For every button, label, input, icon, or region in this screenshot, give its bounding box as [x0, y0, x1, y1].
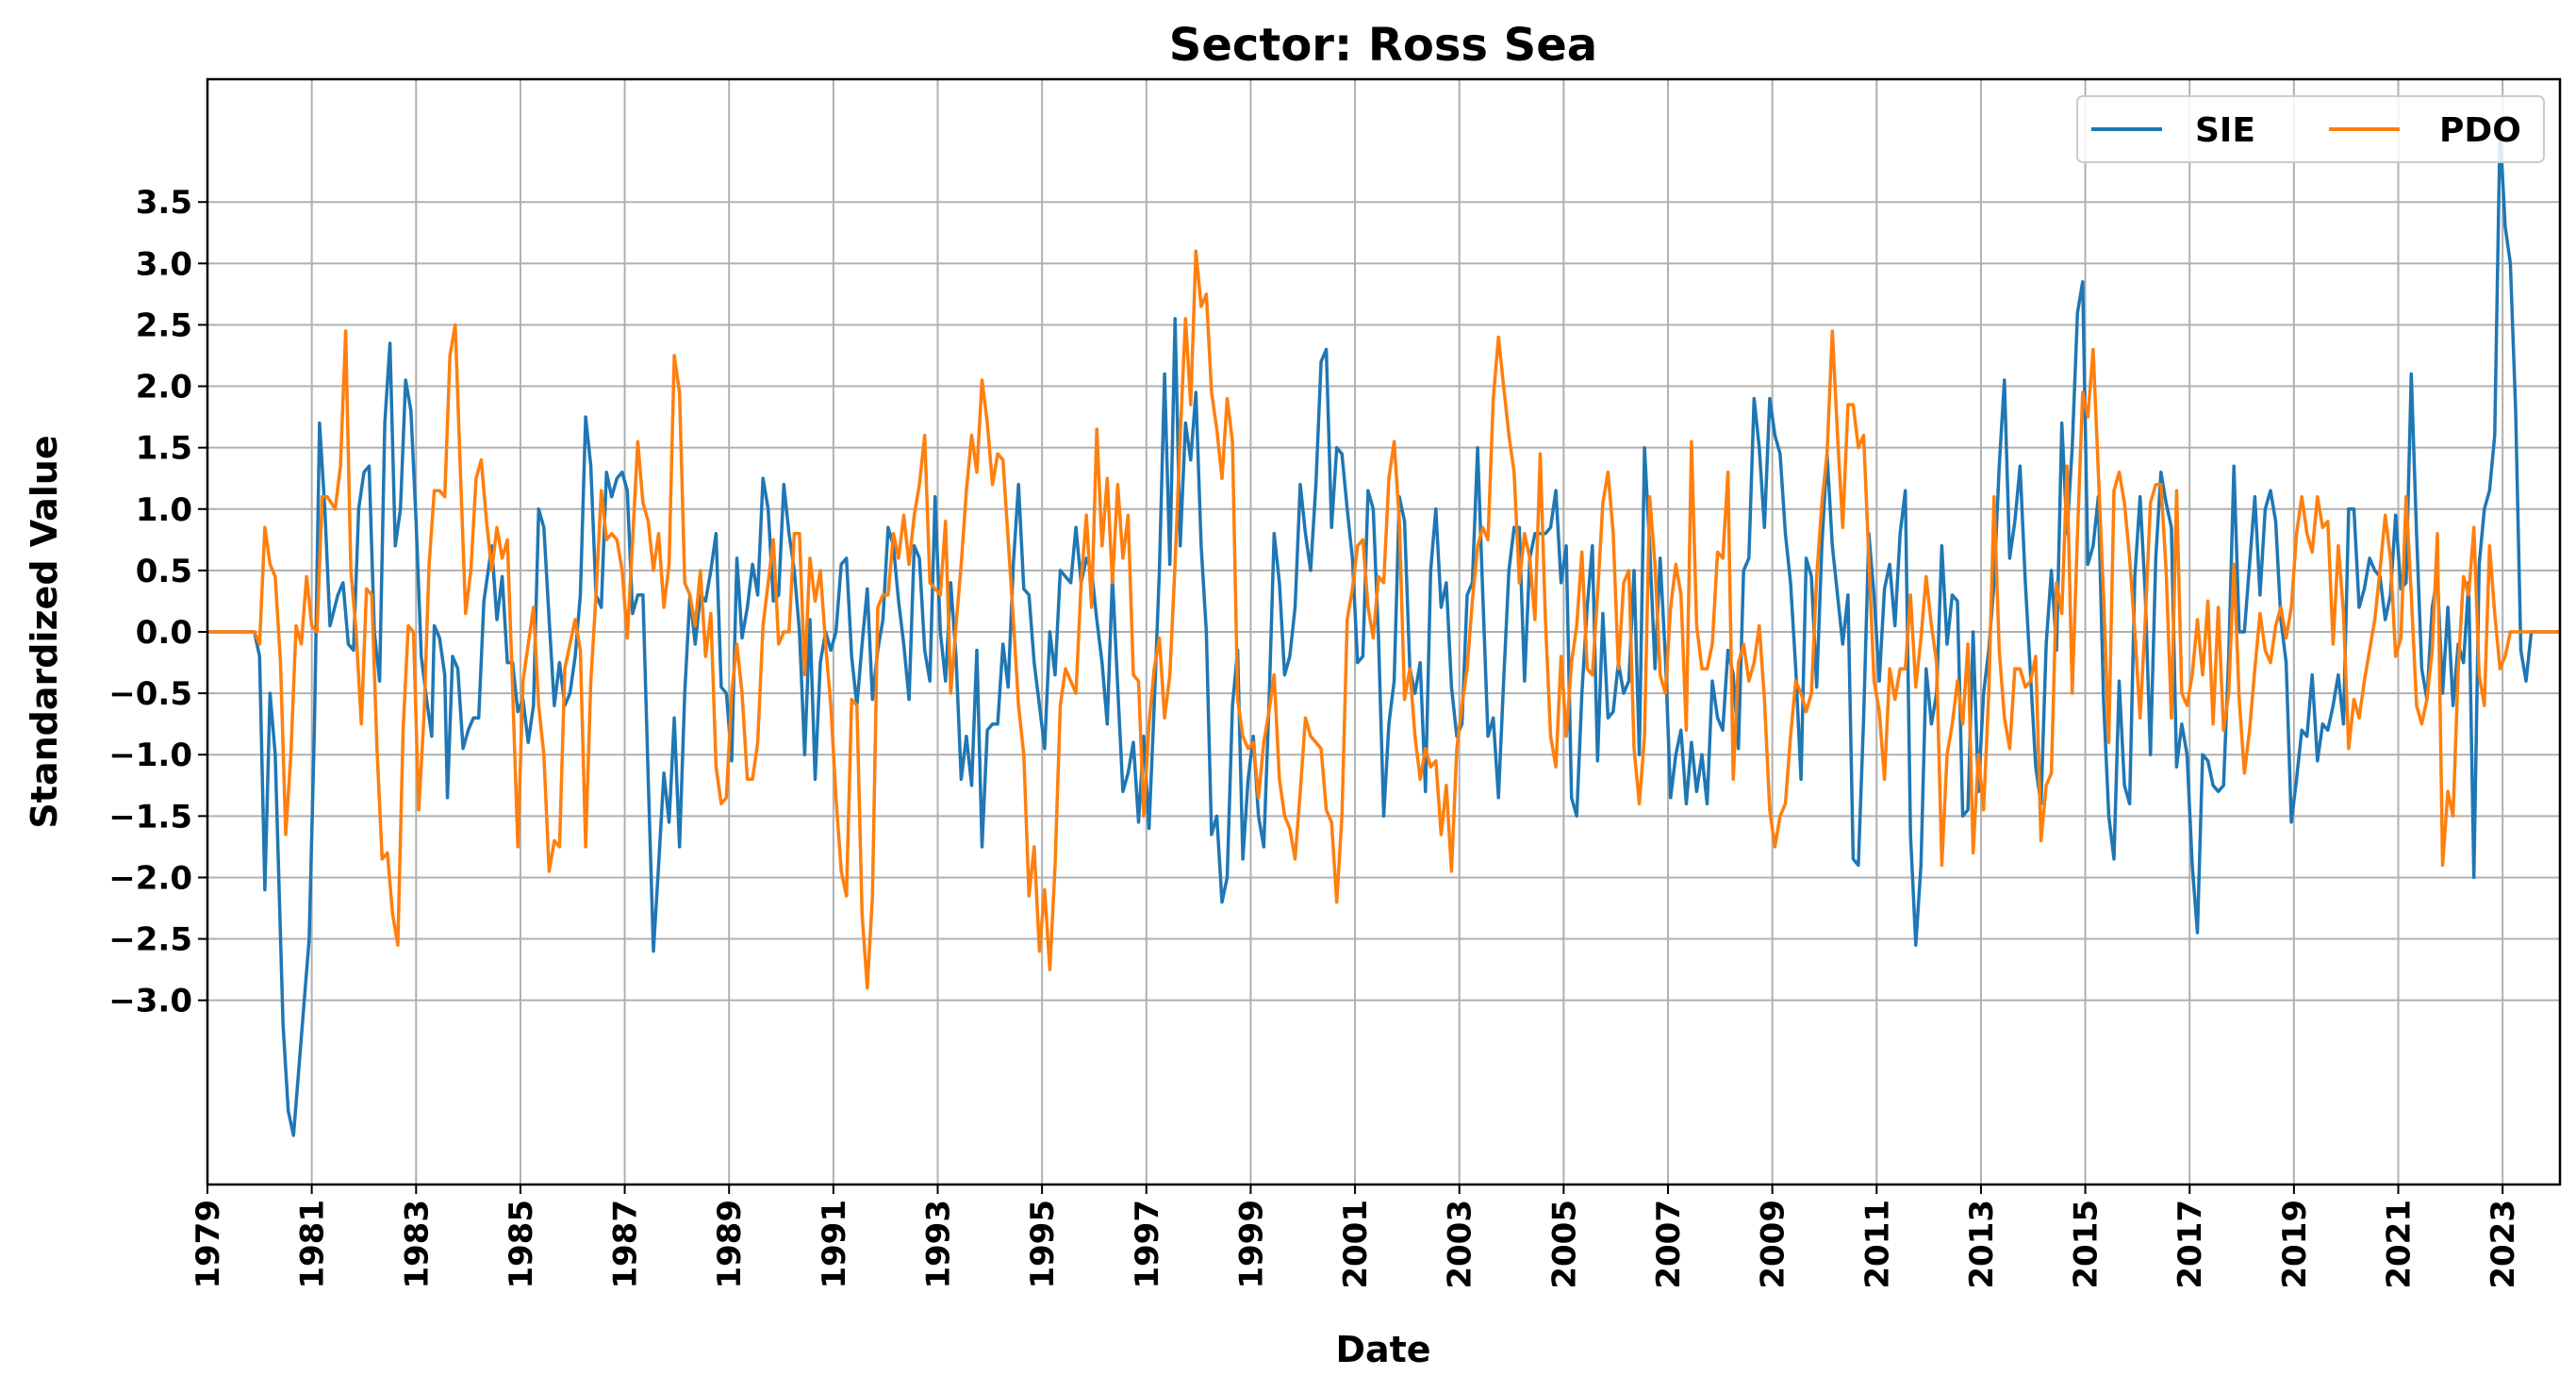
x-axis: 1979 1981 1983 1985 1987 1989 1991 1993 1995 1997… — [190, 1185, 2522, 1289]
x-tick-label: 2023 — [2485, 1200, 2522, 1289]
x-tick-label: 1993 — [920, 1200, 958, 1289]
y-tick-label: 2.5 — [136, 307, 192, 344]
x-tick-label: 2009 — [1755, 1200, 1792, 1289]
x-tick-label: 2005 — [1545, 1200, 1583, 1289]
chart-title: Sector: Ross Sea — [1169, 19, 1597, 72]
x-tick-label: 2017 — [2171, 1200, 2209, 1289]
x-tick-label: 2007 — [1650, 1200, 1688, 1289]
x-axis-label: Date — [1335, 1329, 1430, 1370]
series-line-pdo — [207, 249, 2560, 990]
x-tick-label: 2015 — [2068, 1200, 2105, 1289]
y-tick-label: −1.0 — [108, 737, 192, 774]
y-tick-label: −1.5 — [108, 798, 192, 836]
y-tick-label: −2.5 — [108, 921, 192, 959]
y-tick-label: −2.0 — [108, 859, 192, 897]
x-tick-label: 1991 — [816, 1200, 853, 1289]
y-tick-label: −3.0 — [108, 983, 192, 1020]
y-tick-label: 3.5 — [136, 184, 192, 222]
legend-sie-label: SIE — [2195, 111, 2255, 150]
x-tick-label: 1987 — [607, 1200, 645, 1289]
y-tick-label: 2.0 — [136, 369, 192, 406]
legend: SIE PDO — [2076, 95, 2545, 163]
x-tick-label: 1983 — [398, 1200, 436, 1289]
x-tick-label: 2019 — [2276, 1200, 2314, 1289]
y-tick-label: 0.0 — [136, 614, 192, 652]
y-tick-label: 1.5 — [136, 430, 192, 468]
y-tick-label: 3.0 — [136, 245, 192, 283]
x-tick-label: 1997 — [1129, 1200, 1166, 1289]
y-tick-label: 1.0 — [136, 491, 192, 529]
y-tick-label: −0.5 — [108, 675, 192, 713]
series-group — [207, 126, 2560, 1137]
x-tick-label: 1985 — [503, 1200, 540, 1289]
x-tick-label: 2011 — [1858, 1200, 1896, 1289]
x-tick-label: 2021 — [2381, 1200, 2419, 1289]
x-tick-label: 2013 — [1963, 1200, 2001, 1289]
y-axis-label: Standardized Value — [24, 435, 65, 828]
series-line-sie — [207, 126, 2560, 1137]
legend-box — [2076, 95, 2545, 163]
legend-pdo-label: PDO — [2439, 111, 2521, 150]
x-tick-label: 1999 — [1232, 1200, 1270, 1289]
y-tick-label: 0.5 — [136, 553, 192, 590]
y-axis: 3.5 3.0 2.5 2.0 1.5 1.0 0.5 0.0 −0.5 −1.0 −1.5 −2.0… — [108, 184, 207, 1020]
x-tick-label: 1989 — [711, 1200, 749, 1289]
x-tick-label: 2003 — [1442, 1200, 1479, 1289]
x-tick-label: 2001 — [1337, 1200, 1375, 1289]
x-tick-label: 1995 — [1024, 1200, 1062, 1289]
x-tick-label: 1979 — [190, 1200, 227, 1289]
x-tick-label: 1981 — [294, 1200, 332, 1289]
